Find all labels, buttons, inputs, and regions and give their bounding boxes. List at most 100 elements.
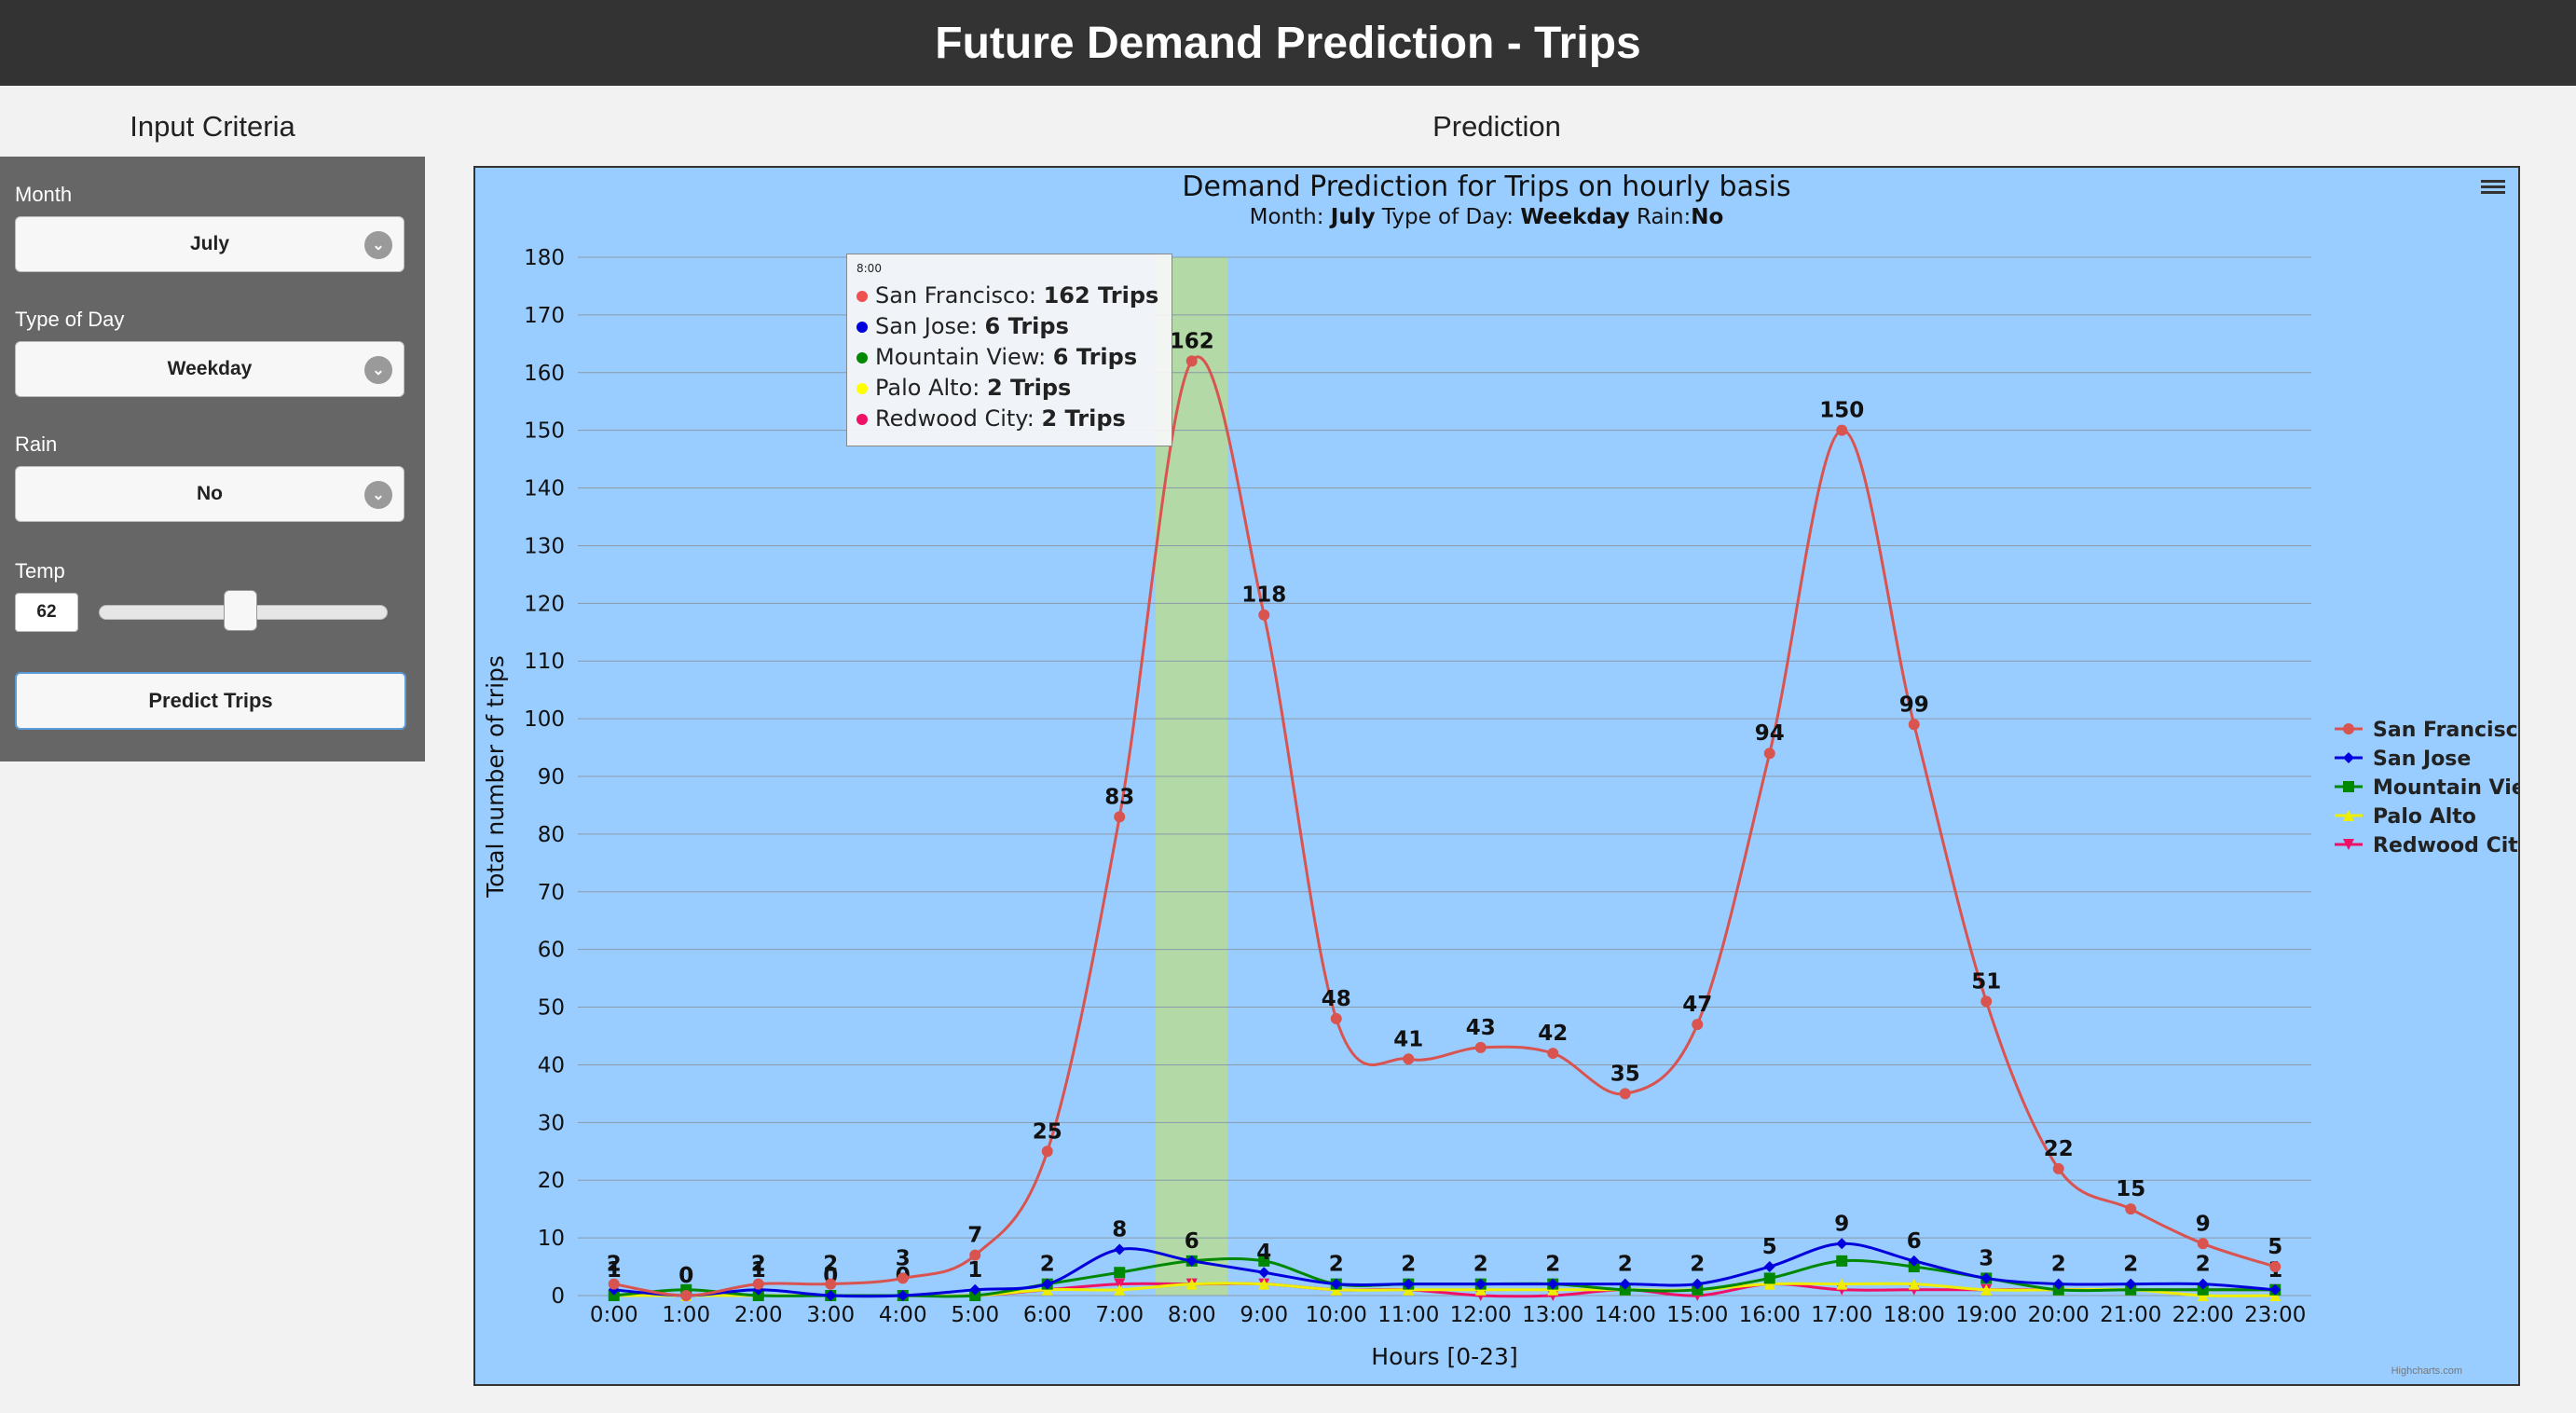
data-label: 47 [1682,993,1712,1017]
series-dot-icon [856,352,868,364]
legend-marker [2343,781,2354,792]
data-point [897,1272,909,1284]
data-point [1763,1278,1775,1290]
data-point [2269,1290,2281,1301]
data-point [2125,1283,2137,1296]
x-tick-label: 9:00 [1240,1303,1288,1327]
legend-label: Redwood City [2373,834,2518,857]
x-tick-label: 13:00 [1522,1303,1583,1327]
day-type-select[interactable]: Weekday ⌄ [15,341,404,397]
y-tick-label: 80 [538,823,565,847]
data-label: 9 [2196,1212,2211,1236]
data-point [752,1290,764,1301]
x-tick-label: 11:00 [1377,1303,1439,1327]
data-label: 2 [2123,1253,2138,1277]
tooltip-header: 8:00 [856,262,882,275]
data-point [2125,1278,2137,1290]
y-tick-label: 110 [524,650,565,674]
x-tick-label: 17:00 [1811,1303,1872,1327]
data-label: 118 [1241,583,1286,608]
data-point [1836,1278,1848,1290]
data-label: 15 [2116,1177,2145,1201]
y-tick-label: 140 [524,477,565,501]
data-point [2197,1283,2209,1296]
month-value: July [189,233,230,254]
data-label: 2 [1401,1253,1416,1277]
y-tick-label: 120 [524,592,565,616]
predict-trips-button[interactable]: Predict Trips [15,672,406,730]
data-point [1547,1048,1559,1060]
data-label: 1 [607,1258,622,1283]
data-label: 8 [1112,1217,1127,1242]
tooltip-row: Palo Alto: 2 Trips [856,373,1162,404]
prediction-chart: Demand Prediction for Trips on hourly ba… [473,166,2520,1386]
data-point [1908,1278,1920,1290]
x-tick-label: 1:00 [662,1303,710,1327]
data-point [897,1290,909,1301]
day-type-value: Weekday [167,358,253,379]
x-tick-label: 16:00 [1739,1303,1801,1327]
y-tick-label: 10 [538,1227,565,1251]
y-tick-label: 160 [524,362,565,386]
data-point [1474,1278,1487,1290]
data-point [825,1290,837,1301]
y-tick-label: 70 [538,881,565,905]
tooltip-label: Mountain View: [875,344,1053,370]
chevron-down-icon[interactable]: ⌄ [364,231,392,259]
data-point [1258,1255,1270,1267]
y-tick-label: 50 [538,996,565,1021]
y-tick-label: 60 [538,939,565,963]
y-tick-label: 90 [538,765,565,789]
data-point [1619,1283,1631,1296]
day-type-label: Type of Day [15,308,125,331]
input-criteria-title: Input Criteria [130,110,295,143]
data-label: 2 [2196,1253,2211,1277]
tooltip-row: Mountain View: 6 Trips [856,342,1162,373]
legend-marker [2343,752,2354,763]
data-point [1908,719,1920,731]
data-label: 2 [1329,1253,1344,1277]
x-tick-label: 15:00 [1666,1303,1728,1327]
data-point [752,1278,764,1290]
data-label: 9 [1834,1212,1849,1236]
data-point [1041,1283,1053,1296]
x-tick-label: 22:00 [2172,1303,2234,1327]
data-point [1836,1255,1848,1267]
x-tick-label: 19:00 [1955,1303,2017,1327]
legend-label: San Francisco [2373,719,2518,742]
x-tick-label: 8:00 [1168,1303,1216,1327]
data-label: 3 [896,1246,911,1270]
rain-label: Rain [15,432,58,456]
chart-menu-icon[interactable] [2481,177,2505,198]
legend-label: San Jose [2373,748,2471,771]
tooltip-value: 162 Trips [1043,282,1159,309]
data-point [1114,1243,1126,1255]
x-tick-label: 20:00 [2028,1303,2090,1327]
x-tick-label: 21:00 [2100,1303,2161,1327]
month-select[interactable]: July ⌄ [15,216,404,272]
chart-credit: Highcharts.com [2391,1365,2462,1377]
data-label: 7 [967,1224,982,1248]
x-tick-label: 5:00 [951,1303,999,1327]
data-label: 1 [967,1258,982,1283]
chevron-down-icon[interactable]: ⌄ [364,481,392,509]
tooltip-row: San Jose: 6 Trips [856,311,1162,342]
temp-input[interactable]: 62 [15,593,78,632]
y-tick-label: 0 [551,1284,565,1309]
data-point [1836,1238,1848,1250]
legend-label: Mountain View [2373,776,2518,800]
x-tick-label: 7:00 [1095,1303,1144,1327]
data-label: 99 [1899,693,1929,717]
x-tick-label: 0:00 [590,1303,638,1327]
data-label: 150 [1819,399,1864,423]
temp-slider-handle[interactable] [223,590,257,631]
data-point [2052,1283,2064,1296]
chevron-down-icon[interactable]: ⌄ [364,356,392,384]
legend-marker [2343,810,2354,821]
rain-select[interactable]: No ⌄ [15,466,404,522]
data-point [2125,1203,2137,1215]
data-point [1980,1272,1993,1284]
data-label: 2 [607,1253,622,1277]
data-label: 48 [1322,987,1351,1011]
data-point [1330,1012,1342,1024]
